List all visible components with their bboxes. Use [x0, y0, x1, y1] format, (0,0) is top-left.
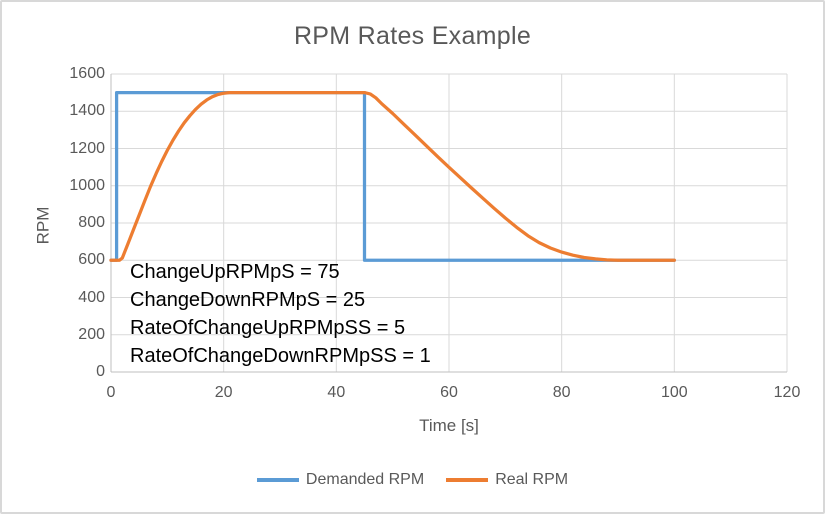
- annotation-line: ChangeDownRPMpS = 25: [130, 289, 366, 311]
- y-tick-label: 400: [78, 288, 105, 306]
- annotation-line: ChangeUpRPMpS = 75: [130, 261, 340, 283]
- x-tick-label: 100: [660, 384, 688, 401]
- legend-item-demanded-rpm: Demanded RPM: [256, 471, 425, 489]
- y-axis-title: RPM: [33, 206, 53, 245]
- legend-item-real-rpm: Real RPM: [446, 471, 568, 489]
- y-tick-label: 0: [96, 363, 105, 380]
- chart-title: RPM Rates Example: [293, 22, 532, 50]
- legend-line-swatch: [446, 478, 489, 482]
- series-line-demanded-rpm: [109, 90, 676, 262]
- y-tick-label: 1000: [69, 176, 105, 194]
- x-tick-label: 80: [552, 384, 571, 401]
- legend-line-swatch: [256, 478, 299, 482]
- y-tick-label: 800: [78, 214, 105, 231]
- series-line-real-rpm: [109, 90, 676, 262]
- x-axis-title: Time [s]: [419, 416, 479, 435]
- y-tick-label: 200: [78, 325, 105, 343]
- x-tick-label: 40: [327, 384, 346, 401]
- y-tick-label: 1200: [69, 139, 105, 157]
- legend: Demanded RPM Real RPM: [2, 471, 823, 489]
- annotation-line: RateOfChangeDownRPMpSS = 1: [130, 345, 431, 367]
- y-tick-label: 1600: [69, 65, 105, 82]
- annotation-line: RateOfChangeUpRPMpSS = 5: [130, 317, 406, 339]
- y-tick-label: 600: [78, 251, 105, 269]
- annotation-block: ChangeUpRPMpS = 75 ChangeDownRPMpS = 25 Ra…: [130, 258, 431, 370]
- x-tick-label: 20: [214, 384, 233, 401]
- y-tick-label: 1400: [69, 102, 105, 120]
- x-tick-label: 60: [440, 384, 458, 401]
- legend-label: Real RPM: [495, 471, 569, 488]
- x-tick-label: 0: [106, 384, 116, 401]
- x-tick-label: 120: [773, 384, 801, 401]
- legend-label: Demanded RPM: [305, 471, 425, 488]
